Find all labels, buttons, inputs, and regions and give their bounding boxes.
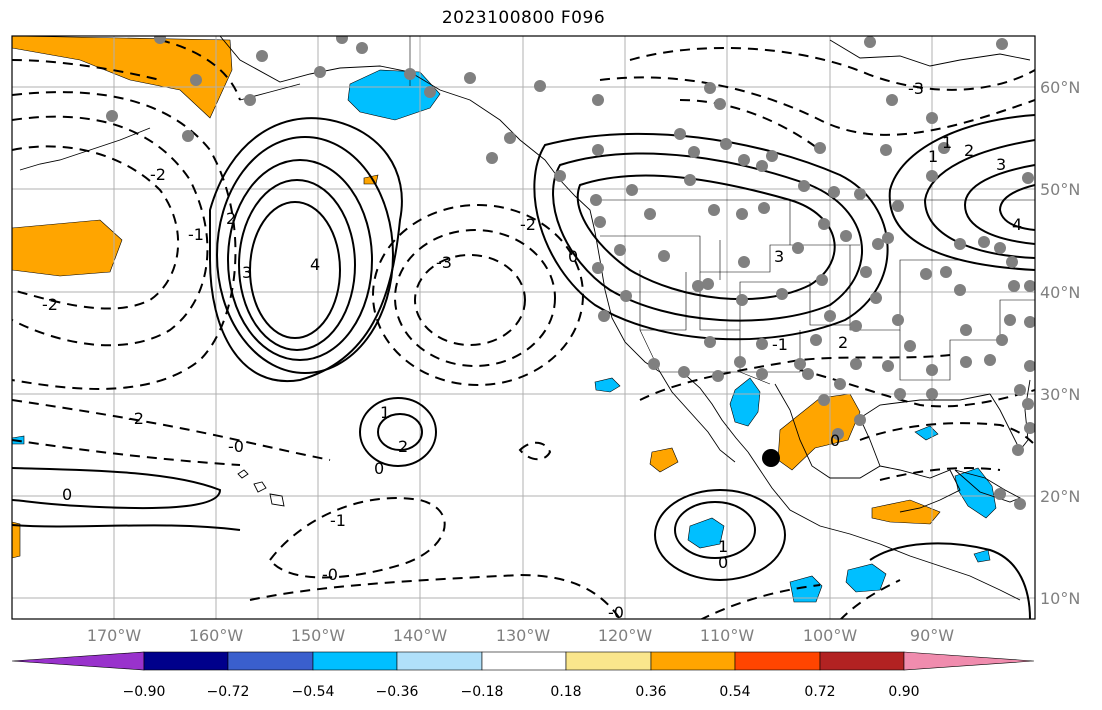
lon-tick-label: 140°W: [393, 626, 448, 645]
contour-label: -1: [188, 225, 204, 244]
lon-tick-label: 110°W: [700, 626, 755, 645]
colorbar-segment: [11, 651, 145, 671]
lat-tick-label: 20°N: [1040, 487, 1080, 506]
contour-label: 1: [942, 133, 952, 152]
lon-tick-label: 120°W: [598, 626, 653, 645]
contour-label: 1: [380, 403, 390, 422]
contour-label: 3: [242, 263, 252, 282]
contours-positive: [12, 114, 1035, 619]
colorbar-tick: −0.54: [292, 684, 335, 700]
contour-label: 0: [374, 459, 384, 478]
colorbar-segment: [734, 651, 821, 671]
colorbar-segment: [565, 651, 652, 671]
contour-label: -0: [228, 437, 244, 456]
colorbar-tick: −0.36: [376, 684, 419, 700]
contour-label: -1: [330, 511, 346, 530]
contour-label: -0: [322, 565, 338, 584]
contour-label: -2: [150, 165, 166, 184]
lat-tick-label: 60°N: [1040, 78, 1080, 97]
colorbar-segment: [396, 651, 483, 671]
contour-label: -2: [128, 409, 144, 428]
contour-label: 3: [996, 155, 1006, 174]
coastlines: [19, 36, 1031, 601]
lon-tick-label: 130°W: [496, 626, 551, 645]
contour-label: 3: [774, 247, 784, 266]
lon-tick-label: 90°W: [910, 626, 954, 645]
contour-label: 2: [398, 437, 408, 456]
longitude-labels: 170°W 160°W 150°W 140°W 130°W 120°W 110°…: [87, 626, 954, 645]
negative-shading: [12, 69, 997, 603]
contour-label: 1: [928, 147, 938, 166]
lat-tick-label: 40°N: [1040, 283, 1080, 302]
contour-label: -3: [908, 79, 924, 98]
colorbar-tick: 0.72: [804, 684, 835, 700]
colorbar-tick: 0.18: [550, 684, 581, 700]
contour-label: -2: [520, 215, 536, 234]
contour-label: 4: [310, 255, 320, 274]
location-marker: [762, 449, 780, 467]
colorbar-tick: −0.90: [123, 684, 166, 700]
colorbar-segment: [650, 651, 736, 671]
colorbar-tick: −0.18: [461, 684, 504, 700]
lon-tick-label: 170°W: [87, 626, 142, 645]
contour-label: 4: [1012, 215, 1022, 234]
lat-tick-label: 10°N: [1040, 589, 1080, 608]
map-frame: [11, 35, 1036, 620]
colorbar-tick: 0.90: [888, 684, 919, 700]
contour-label: 2: [838, 333, 848, 352]
contour-label: -0: [608, 603, 624, 622]
contour-label: 0: [718, 553, 728, 572]
colorbar-tick: 0.54: [719, 684, 750, 700]
station-dots: [106, 36, 1035, 510]
contour-label: 2: [226, 209, 236, 228]
contour-label: -3: [436, 253, 452, 272]
latitude-labels: 60°N 50°N 40°N 30°N 20°N 10°N: [1040, 78, 1080, 608]
map-title: 2023100800 F096: [441, 8, 606, 28]
lon-tick-label: 160°W: [189, 626, 244, 645]
colorbar-segment: [819, 651, 905, 671]
lat-tick-label: 30°N: [1040, 385, 1080, 404]
colorbar-segment: [227, 651, 314, 671]
contour-label: -2: [42, 295, 58, 314]
contour-label: 0: [568, 247, 578, 266]
colorbar-tick: 0.36: [635, 684, 666, 700]
colorbar-segment: [481, 651, 567, 671]
colorbar: [11, 651, 1035, 671]
colorbar-segment: [312, 651, 398, 671]
colorbar-tick-labels: −0.90 −0.72 −0.54 −0.36 −0.18 0.18 0.36 …: [123, 684, 920, 700]
contour-label: 0: [830, 431, 840, 450]
contour-label: -1: [772, 335, 788, 354]
colorbar-segment: [903, 651, 1035, 671]
colorbar-tick: −0.72: [207, 684, 250, 700]
colorbar-segment: [143, 651, 229, 671]
lat-tick-label: 50°N: [1040, 180, 1080, 199]
contours-negative: [12, 39, 1035, 619]
contour-label: 0: [62, 485, 72, 504]
lon-tick-label: 100°W: [803, 626, 858, 645]
contour-label: 2: [964, 141, 974, 160]
contour-labels: -2 -2 -2 -2 -1 -1 -1 -0 -0 -0 0 0 0 0 0 …: [42, 79, 1022, 622]
lon-tick-label: 150°W: [291, 626, 346, 645]
contour-label: 1: [718, 537, 728, 556]
